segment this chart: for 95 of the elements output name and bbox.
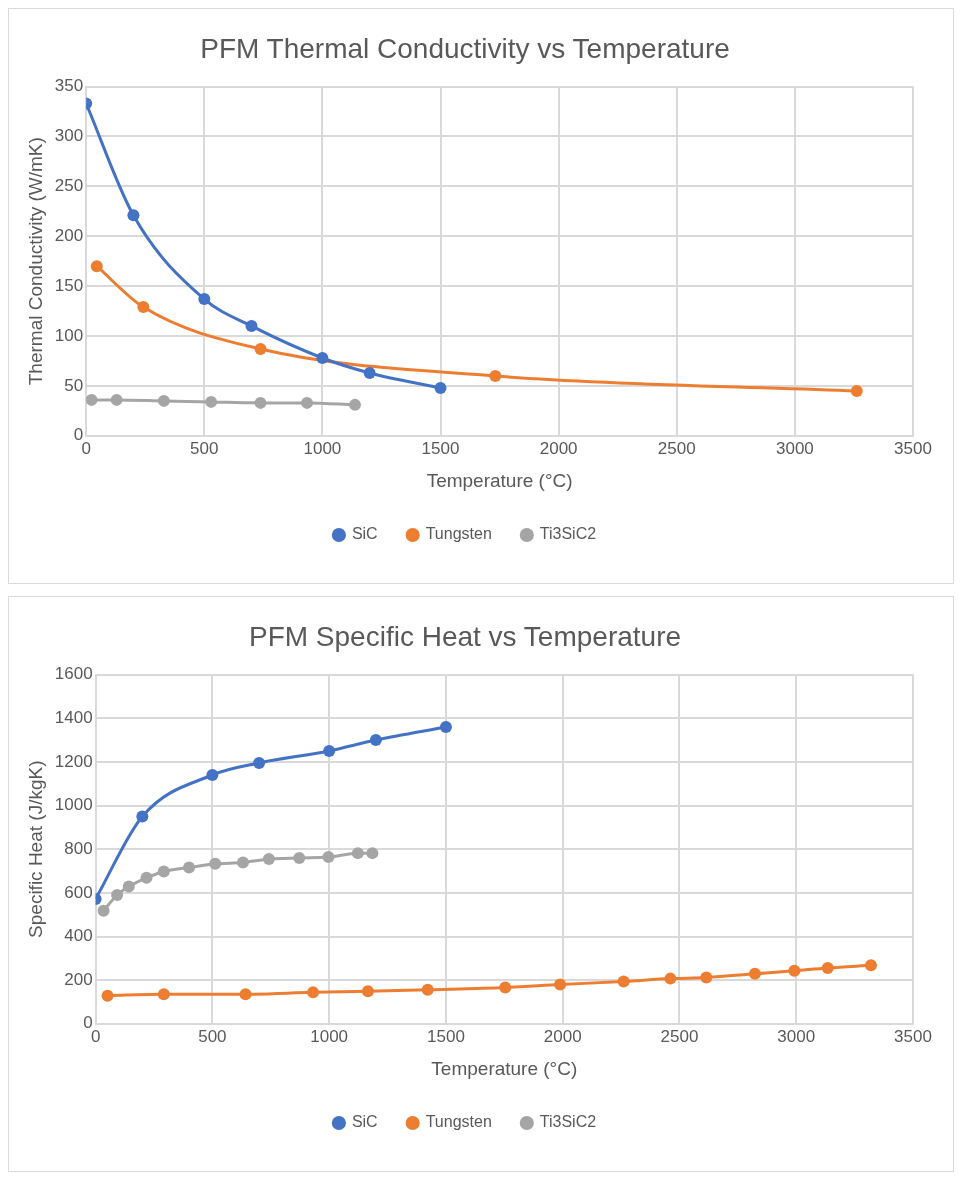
point [439, 720, 452, 733]
point [499, 981, 512, 994]
point [254, 396, 267, 409]
point [111, 889, 124, 902]
x-tick-label: 1500 [427, 1026, 465, 1046]
y-tick-label: 100 [54, 325, 84, 345]
legend-label: SiC [351, 525, 378, 543]
y-tick-label: 1200 [54, 751, 93, 771]
x-tick-label: 3000 [775, 438, 814, 458]
point [821, 961, 834, 974]
legend-label: Tungsten [425, 1113, 492, 1131]
point [434, 381, 447, 394]
point [554, 978, 567, 991]
y-tick-label: 1000 [54, 795, 93, 815]
legend-label: SiC [351, 1113, 378, 1131]
point [489, 369, 502, 382]
point [307, 986, 320, 999]
point [421, 983, 434, 996]
y-tick-label: 200 [54, 225, 84, 245]
y-tick-label: 1400 [54, 707, 93, 727]
point [236, 856, 249, 869]
point [369, 734, 382, 747]
point [157, 865, 170, 878]
y-tick-label: 1600 [54, 664, 93, 684]
point [366, 847, 379, 860]
point [122, 880, 135, 893]
point [788, 964, 801, 977]
point [700, 971, 713, 984]
x-axis-title: Temperature (°C) [431, 1057, 578, 1079]
x-tick-label: 3500 [894, 1026, 932, 1046]
point [198, 293, 211, 306]
y-tick-label: 800 [64, 838, 93, 858]
x-tick-label: 1000 [310, 1026, 349, 1046]
y-tick-label: 600 [64, 882, 93, 902]
y-tick-label: 350 [54, 76, 84, 96]
x-tick-label: 2500 [660, 1026, 699, 1046]
point [664, 972, 677, 985]
legend-label: Ti3SiC2 [539, 1113, 597, 1131]
point [157, 394, 170, 407]
point [293, 851, 306, 864]
x-axis-title: Temperature (°C) [426, 469, 573, 491]
point [205, 395, 218, 408]
point [850, 384, 863, 397]
y-tick-label: 200 [64, 969, 93, 989]
y-axis-title: Specific Heat (J/kgK) [24, 760, 46, 938]
point [254, 343, 267, 355]
point [351, 847, 364, 860]
x-tick-label: 2000 [543, 1026, 582, 1046]
x-tick-label: 2500 [657, 438, 696, 458]
point [137, 301, 150, 314]
y-tick-label: 150 [54, 275, 84, 295]
x-tick-label: 500 [198, 1026, 227, 1046]
point [245, 320, 258, 333]
y-tick-label: 50 [64, 375, 84, 395]
point [349, 398, 361, 411]
x-tick-label: 3000 [777, 1026, 816, 1046]
point [127, 209, 140, 222]
x-tick-label: 500 [190, 438, 219, 458]
y-tick-label: 400 [64, 926, 93, 946]
x-tick-label: 3500 [894, 438, 932, 458]
point [748, 967, 761, 980]
y-tick-label: 250 [54, 176, 84, 196]
y-axis-title: Thermal Conductivity (W/mK) [24, 137, 46, 386]
point [209, 857, 222, 870]
point [90, 260, 103, 273]
point [183, 861, 196, 874]
legend-label: Ti3SiC2 [539, 525, 597, 543]
x-tick-label: 1500 [421, 438, 460, 458]
point [253, 756, 266, 769]
point [262, 853, 275, 866]
legend-label: Tungsten [425, 525, 492, 543]
chart-title: PFM Specific Heat vs Temperature [248, 620, 682, 652]
x-tick-label: 2000 [539, 438, 578, 458]
point [110, 393, 123, 406]
chart-title: PFM Thermal Conductivity vs Temperature [200, 32, 730, 64]
point [97, 904, 110, 917]
point [239, 988, 252, 1001]
point [140, 871, 153, 884]
point [323, 744, 336, 757]
x-tick-label: 1000 [303, 438, 342, 458]
point [136, 810, 149, 823]
y-tick-label: 0 [73, 425, 84, 445]
point [206, 769, 219, 781]
point [363, 366, 376, 379]
point [301, 396, 314, 409]
y-tick-label: 300 [54, 126, 84, 146]
y-tick-label: 0 [83, 1013, 93, 1033]
point [316, 351, 329, 364]
point [86, 393, 98, 406]
point [101, 989, 114, 1002]
point [617, 975, 630, 988]
point [864, 959, 877, 972]
point [361, 985, 374, 998]
point [322, 851, 335, 864]
point [157, 988, 170, 1001]
